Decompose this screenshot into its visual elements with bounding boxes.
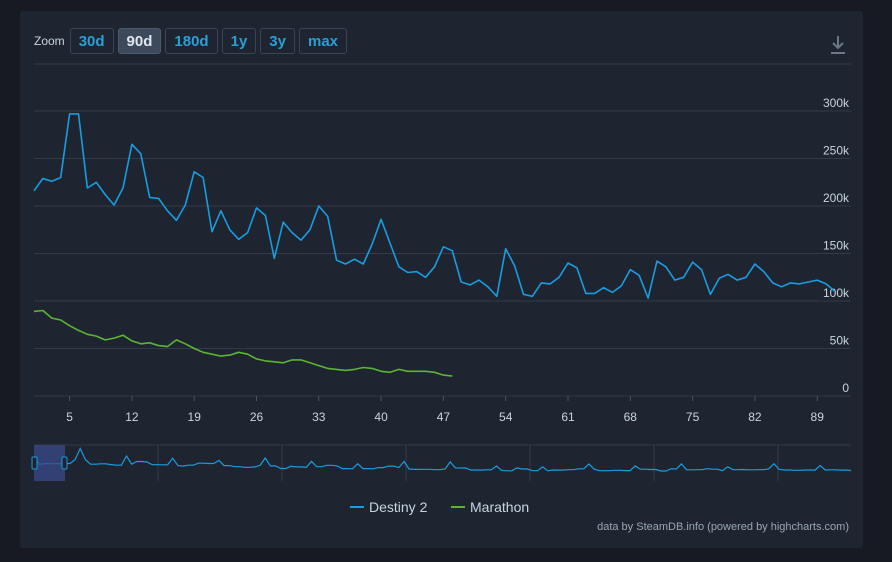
x-tick-label: 89	[811, 410, 825, 424]
x-tick-label: 54	[499, 410, 513, 424]
zoom-toolbar: Zoom 30d 90d 180d 1y 3y max	[34, 27, 351, 55]
y-tick-label: 0	[842, 381, 849, 395]
destiny-2-line[interactable]	[33, 113, 836, 299]
y-tick-label: 250k	[823, 144, 850, 158]
y-tick-label: 200k	[823, 191, 850, 205]
zoom-1y-button[interactable]: 1y	[221, 28, 257, 54]
zoom-3y-button[interactable]: 3y	[260, 28, 295, 54]
x-tick-label: 68	[624, 410, 638, 424]
navigator-selection[interactable]	[34, 445, 65, 481]
y-tick-label: 50k	[830, 334, 850, 348]
navigator-series	[33, 447, 852, 472]
x-tick-label: 26	[250, 410, 264, 424]
x-tick-label: 47	[437, 410, 451, 424]
zoom-30d-button[interactable]: 30d	[69, 28, 114, 54]
x-tick-label: 61	[561, 410, 575, 424]
x-tick-label: 12	[125, 410, 139, 424]
marathon-line[interactable]	[33, 309, 453, 377]
x-tick-label: 82	[748, 410, 762, 424]
navigator-right-handle[interactable]	[61, 456, 68, 470]
zoom-label: Zoom	[34, 34, 65, 48]
x-tick-label: 40	[374, 410, 388, 424]
zoom-90d-button[interactable]: 90d	[117, 28, 162, 54]
chart-panel: Zoom 30d 90d 180d 1y 3y max 0 50k 100k 150k…	[20, 11, 863, 548]
y-tick-label: 100k	[823, 286, 850, 300]
x-tick-label: 33	[312, 410, 326, 424]
navigator-left-handle[interactable]	[31, 456, 38, 470]
zoom-180d-button[interactable]: 180d	[165, 28, 218, 54]
x-tick-label: 5	[66, 410, 73, 424]
legend-destiny-2-label[interactable]: Destiny 2	[369, 499, 428, 515]
x-tick-label: 75	[686, 410, 700, 424]
chart-credits[interactable]: data by SteamDB.info (powered by highcha…	[597, 521, 849, 533]
download-icon[interactable]	[828, 34, 848, 56]
zoom-max-button[interactable]: max	[298, 28, 348, 54]
x-tick-label: 19	[188, 410, 202, 424]
y-tick-label: 150k	[823, 239, 850, 253]
y-tick-label: 300k	[823, 96, 850, 110]
legend-marathon-label[interactable]: Marathon	[470, 499, 529, 515]
line-chart: 0 50k 100k 150k 200k 250k 300k 5 12 19 26 33 40 47 54 6…	[31, 63, 852, 515]
